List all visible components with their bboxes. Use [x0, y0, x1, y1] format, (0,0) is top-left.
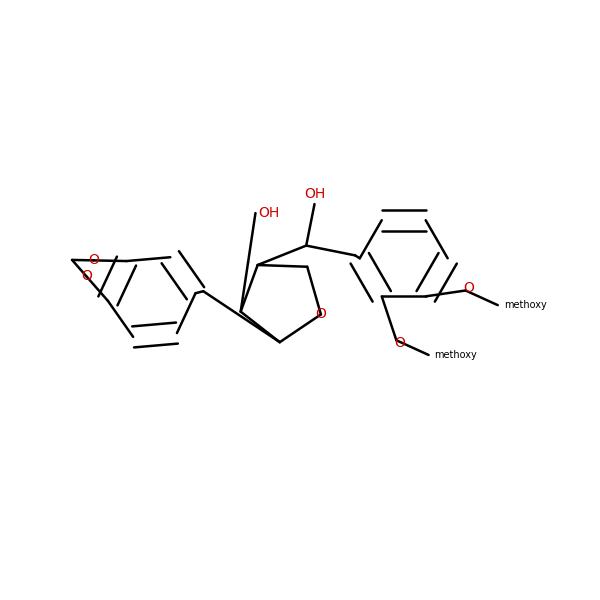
Text: OH: OH [259, 206, 280, 220]
Text: OH: OH [304, 187, 325, 201]
Text: O: O [463, 281, 474, 295]
Text: methoxy: methoxy [503, 300, 547, 310]
Text: O: O [81, 269, 92, 283]
Text: O: O [88, 253, 99, 268]
Text: methoxy: methoxy [434, 350, 477, 360]
Text: O: O [316, 307, 326, 322]
Text: O: O [394, 336, 405, 350]
